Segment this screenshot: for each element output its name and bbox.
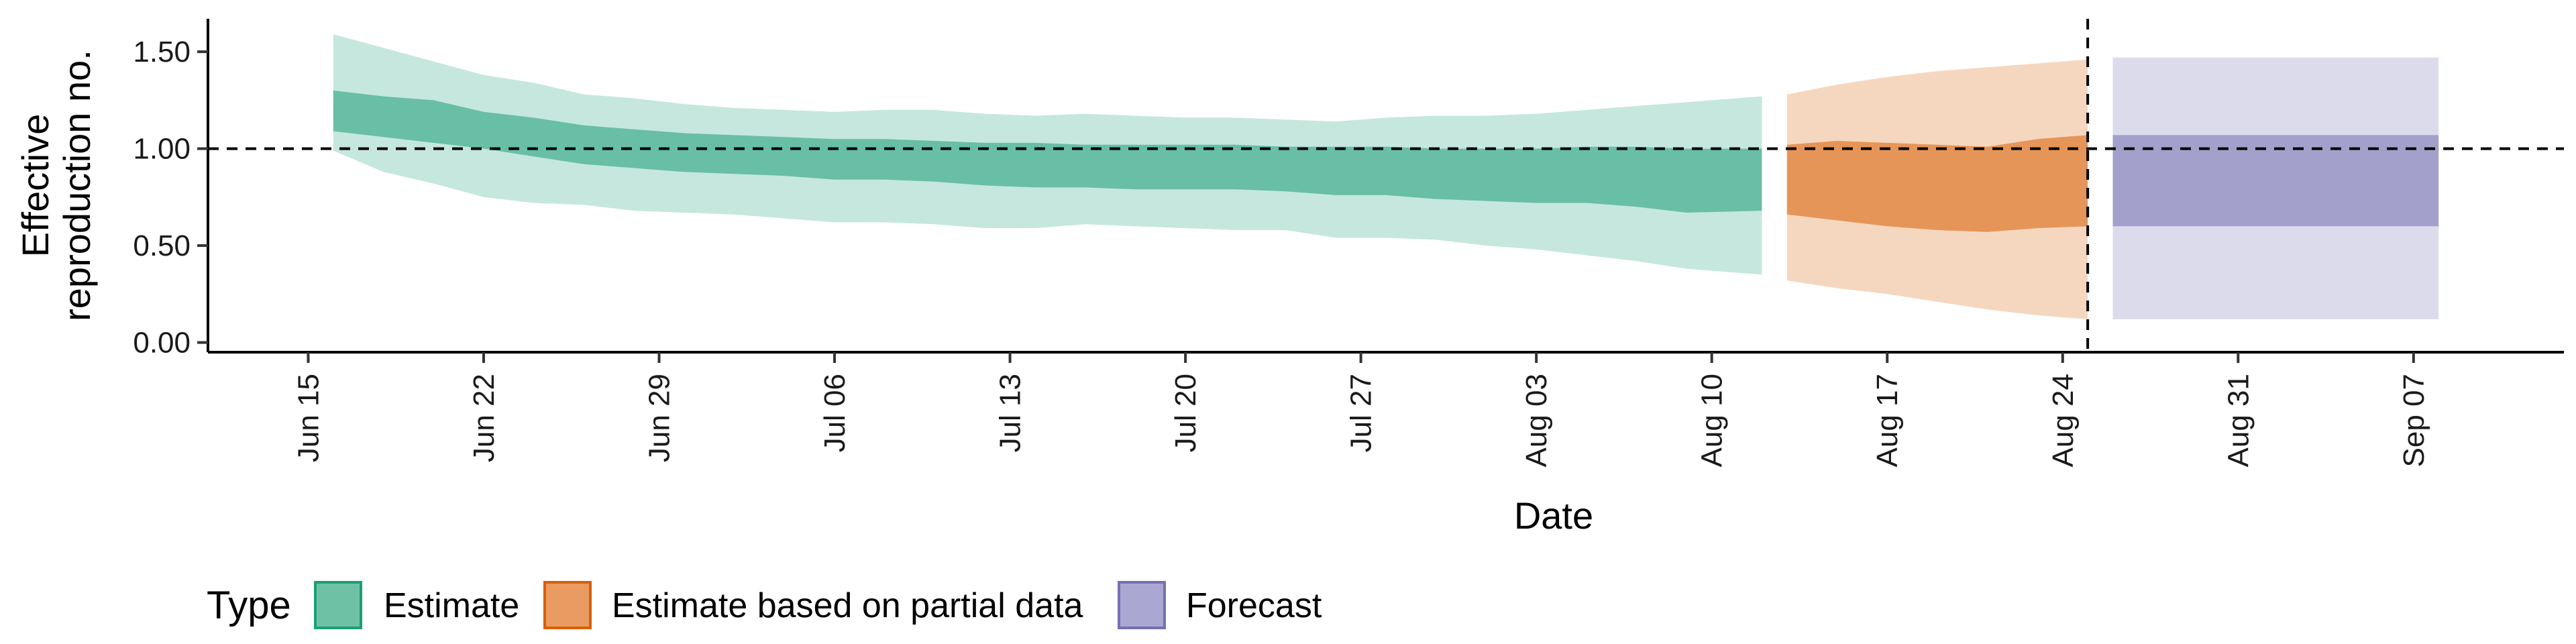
x-tick-label: Jul 13 (994, 374, 1027, 452)
y-tick-label: 1.00 (133, 133, 191, 166)
legend-label-estimate: Estimate (384, 586, 519, 625)
y-tick-label: 1.50 (133, 36, 191, 68)
legend-key-partial-data (545, 582, 590, 628)
legend-label-forecast: Forecast (1186, 586, 1322, 625)
x-tick-label: Aug 31 (2222, 374, 2255, 467)
x-tick-label: Jul 27 (1345, 374, 1378, 452)
x-axis-title: Date (1514, 494, 1593, 537)
x-tick-label: Aug 03 (1520, 374, 1553, 467)
y-axis-title-line-1: Effective (14, 114, 56, 258)
y-axis-title-line-2: reproduction no. (56, 50, 98, 321)
x-tick-label: Jun 15 (292, 374, 325, 462)
legend-label-partial-data: Estimate based on partial data (612, 586, 1083, 625)
x-tick-label: Aug 10 (1696, 374, 1729, 467)
legend-key-estimate (315, 582, 361, 628)
legend: Type Estimate Estimate based on partial … (207, 582, 1322, 628)
y-tick-label: 0.00 (133, 327, 191, 360)
x-tick-label: Jul 20 (1169, 374, 1202, 452)
x-tick-label: Aug 24 (2047, 374, 2080, 467)
y-axis-ticks: 0.00 0.50 1.00 1.50 (133, 36, 208, 359)
x-tick-label: Jul 06 (818, 374, 851, 452)
x-tick-label: Aug 17 (1871, 374, 1904, 467)
x-tick-label: Jun 22 (468, 374, 500, 462)
credible-interval-bands (333, 34, 2438, 319)
x-tick-label: Sep 07 (2398, 374, 2430, 467)
y-tick-label: 0.50 (133, 229, 191, 262)
x-tick-label: Jun 29 (643, 374, 676, 462)
x-axis-ticks: Jun 15 Jun 22 Jun 29 Jul 06 Jul 13 Jul 20 Jul … (292, 352, 2430, 467)
legend-title: Type (207, 584, 291, 627)
legend-key-forecast (1119, 582, 1165, 628)
